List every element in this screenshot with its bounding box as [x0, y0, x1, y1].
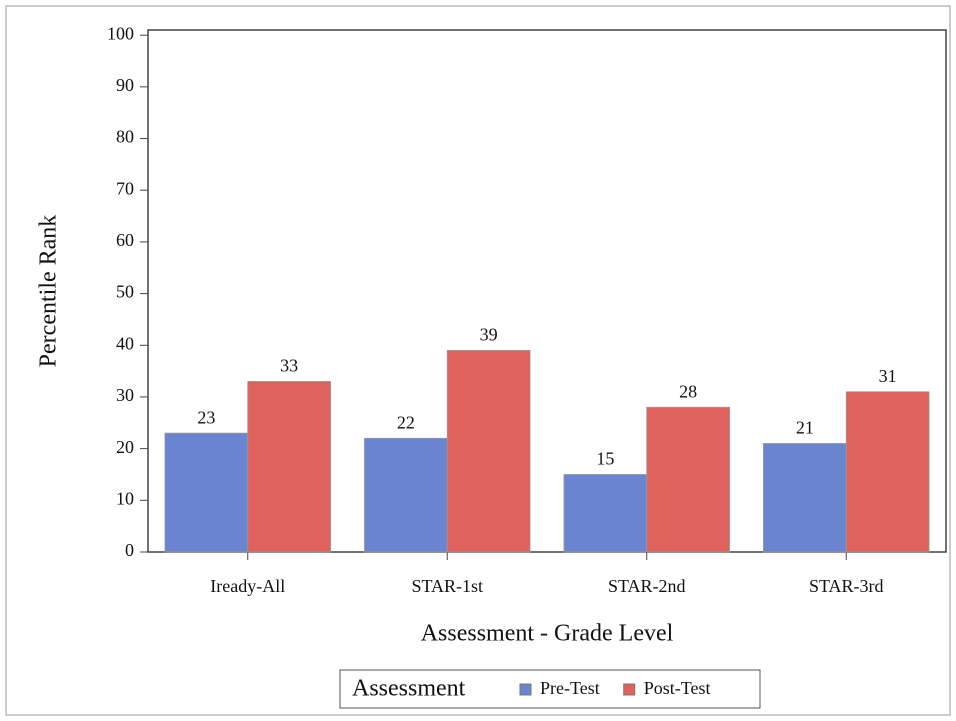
bar: [364, 437, 448, 553]
legend-swatch: [623, 683, 636, 696]
y-tick-label: 40: [116, 333, 134, 353]
y-tick-label: 90: [116, 75, 134, 95]
y-axis-label: Percentile Rank: [36, 215, 62, 368]
bar: [164, 432, 249, 553]
bar: [845, 391, 930, 553]
bar: [763, 443, 847, 553]
legend-label: Pre-Test: [540, 678, 600, 698]
value-label: 15: [596, 449, 614, 469]
y-tick-label: 50: [116, 282, 134, 302]
value-label: 31: [879, 366, 897, 386]
value-label: 22: [397, 412, 415, 432]
legend-swatch: [519, 683, 532, 696]
y-tick-label: 60: [116, 230, 134, 250]
x-tick-label: STAR-1st: [411, 576, 483, 596]
y-tick-label: 100: [107, 23, 134, 43]
y-tick-label: 20: [116, 437, 134, 457]
value-label: 33: [280, 356, 298, 376]
x-axis-label: Assessment - Grade Level: [421, 621, 674, 647]
legend-label: Post-Test: [644, 678, 711, 698]
legend-box: [339, 669, 761, 709]
bar: [247, 381, 331, 553]
value-label: 39: [480, 325, 498, 345]
x-tick-label: STAR-3rd: [809, 576, 884, 596]
legend-title: Assessment: [352, 676, 466, 702]
bar: [646, 406, 730, 553]
y-tick-label: 0: [125, 540, 134, 560]
x-tick-label: STAR-2nd: [608, 576, 686, 596]
y-tick-label: 10: [116, 488, 134, 508]
x-tick-label: Iready-All: [210, 576, 285, 596]
value-label: 23: [197, 407, 215, 427]
y-tick-label: 70: [116, 178, 134, 198]
y-tick-label: 30: [116, 385, 134, 405]
y-tick-label: 80: [116, 127, 134, 147]
bar: [446, 350, 531, 553]
bar: [563, 474, 648, 553]
value-label: 28: [679, 381, 697, 401]
value-label: 21: [796, 418, 814, 438]
